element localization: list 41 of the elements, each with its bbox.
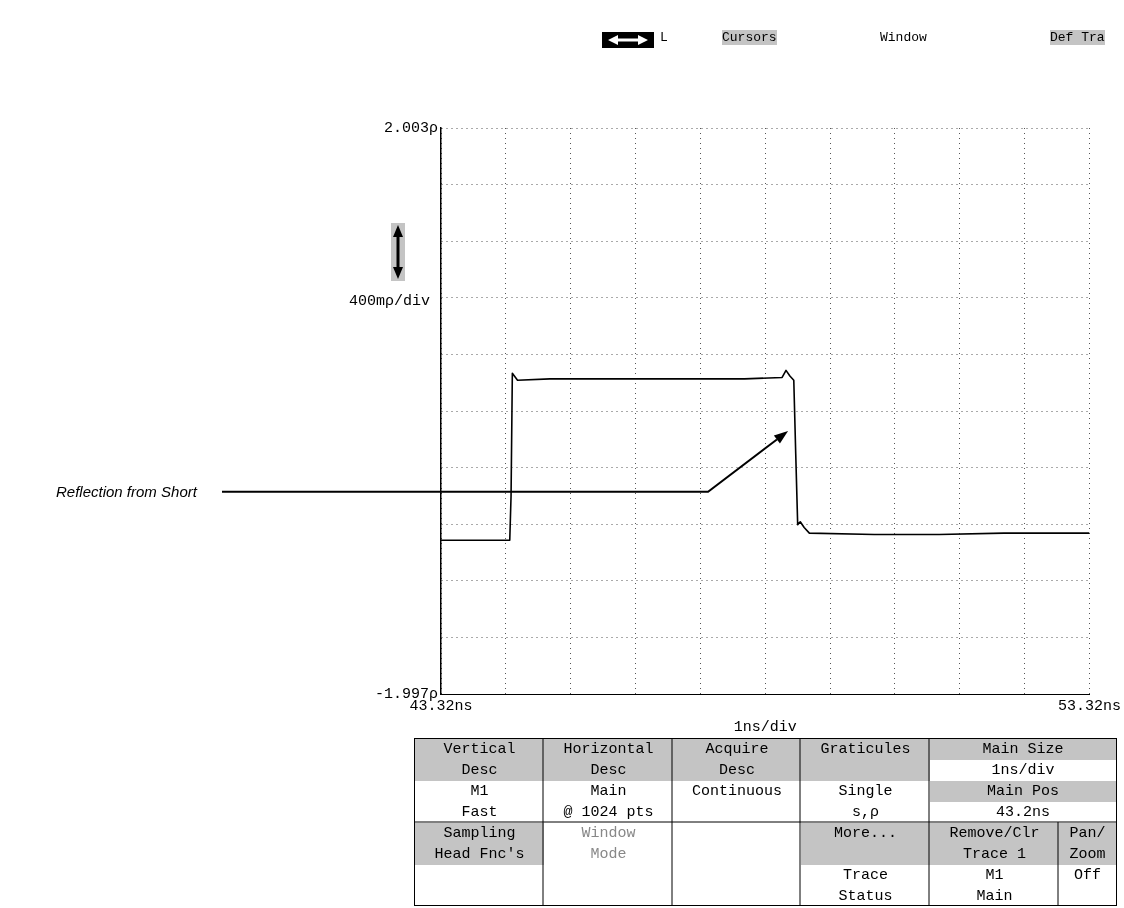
text: Trace xyxy=(842,866,889,886)
text: Fast xyxy=(460,803,499,823)
y-axis-title: 400mρ/div xyxy=(349,293,431,310)
text: Single xyxy=(837,782,894,802)
text: Remove/Clr xyxy=(930,823,1059,844)
text: 43.2ns xyxy=(995,803,1051,823)
text: Main xyxy=(975,887,1014,907)
text: Reflection from Short xyxy=(56,483,197,500)
text: L xyxy=(660,30,668,45)
text: @ 1024 pts xyxy=(562,803,655,823)
text: Main Pos xyxy=(930,781,1116,802)
text: M1 xyxy=(469,782,490,802)
text: Window xyxy=(880,30,927,45)
text: Trace 1 xyxy=(930,844,1059,865)
text: Acquire xyxy=(673,739,801,760)
text: Continuous xyxy=(691,782,783,802)
text: Zoom xyxy=(1059,844,1116,865)
text: 1ns/div xyxy=(990,761,1056,781)
text: Main xyxy=(589,782,628,802)
text: Window xyxy=(580,824,637,844)
x-axis-title: 1ns/div xyxy=(733,718,797,736)
text: Desc xyxy=(415,760,544,781)
text: Status xyxy=(837,887,894,907)
text: Def Tra xyxy=(1050,30,1105,45)
text: Main Size xyxy=(930,739,1116,760)
text: Graticules xyxy=(801,739,930,781)
x-tick-label: 53.32ns xyxy=(1057,697,1121,715)
text: Desc xyxy=(673,760,801,781)
text: Sampling xyxy=(415,823,544,844)
text: Horizontal xyxy=(544,739,673,760)
text: Mode xyxy=(589,845,628,865)
text: Cursors xyxy=(722,30,777,45)
text: Vertical xyxy=(415,739,544,760)
text: Desc xyxy=(544,760,673,781)
y-tick-label: 2.003ρ xyxy=(383,119,439,137)
text: M1 xyxy=(984,866,1005,886)
text: Head Fnc's xyxy=(415,844,544,865)
text: Pan/ xyxy=(1059,823,1116,844)
text: s,ρ xyxy=(851,803,880,823)
text: More... xyxy=(801,823,930,865)
text: Off xyxy=(1073,866,1102,886)
